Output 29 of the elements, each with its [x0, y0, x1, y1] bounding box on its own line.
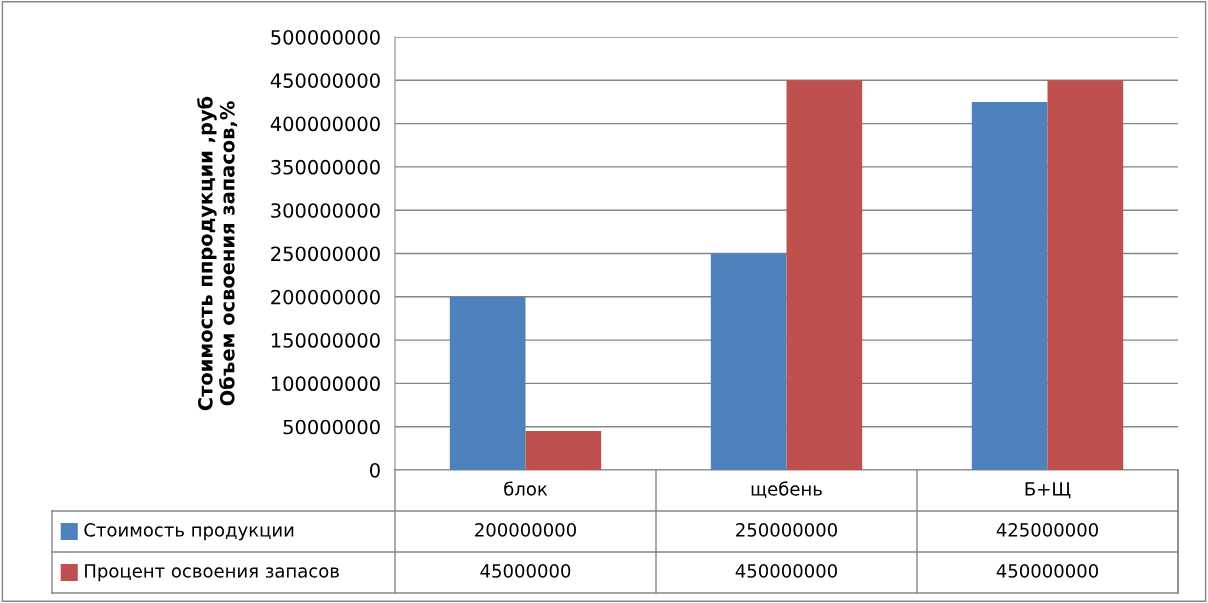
y-tick-label: 0: [370, 462, 380, 478]
legend-label: Стоимость продукции: [84, 523, 294, 541]
y-tick-label: 50000000: [283, 419, 380, 435]
x-tick-label: щебень: [751, 481, 822, 498]
y-tick-label: 400000000: [270, 116, 380, 132]
bar: [710, 253, 787, 470]
x-tick-label: блок: [504, 481, 548, 496]
data-label: 450000000: [735, 564, 837, 578]
y-tick-label: 150000000: [271, 333, 380, 348]
y-tick-label: 450000000: [270, 73, 380, 88]
y-tick-label: 300000000: [271, 203, 380, 218]
y-axis-title: Стоимость ппродукции ,руб Объем освоения запасов,%: [197, 96, 238, 411]
bar: [971, 101, 1048, 470]
bar: [786, 80, 863, 470]
y-tick-label: 350000000: [271, 159, 380, 175]
y-tick-label: 200000000: [271, 289, 380, 305]
bar: [449, 296, 526, 470]
data-label: 200000000: [475, 523, 576, 537]
data-label: 250000000: [736, 523, 837, 537]
data-label: 45000000: [480, 564, 571, 578]
legend-label: Процент освоения запасов: [85, 564, 339, 582]
data-label: 450000000: [996, 564, 1098, 578]
y-tick-label: 250000000: [271, 246, 380, 262]
y-tick-label: 100000000: [271, 376, 380, 392]
y-tick-label: 500000000: [271, 29, 380, 45]
data-label: 425000000: [996, 523, 1098, 537]
bar: [1047, 80, 1124, 470]
bar: [525, 431, 602, 470]
x-tick-label: Б+Щ: [1025, 482, 1071, 499]
